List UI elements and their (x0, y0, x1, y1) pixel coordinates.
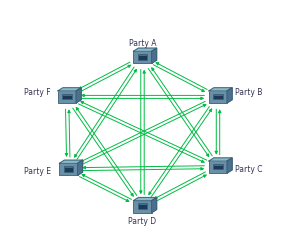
Text: Party B: Party B (235, 88, 262, 97)
Text: Party C: Party C (235, 165, 262, 174)
Bar (213, 164, 223, 169)
Polygon shape (152, 197, 157, 213)
Text: Party D: Party D (129, 217, 156, 226)
Polygon shape (227, 158, 232, 173)
Bar (58, 91, 76, 103)
Polygon shape (209, 88, 232, 91)
Polygon shape (59, 160, 83, 163)
Polygon shape (152, 48, 157, 63)
Text: Party A: Party A (129, 39, 156, 48)
Bar (138, 203, 147, 209)
Bar (138, 54, 147, 60)
Text: Party F: Party F (24, 88, 50, 97)
Polygon shape (209, 158, 232, 161)
Bar (133, 51, 152, 63)
Bar (209, 91, 227, 103)
Polygon shape (78, 160, 83, 175)
Bar (213, 94, 223, 99)
Polygon shape (133, 197, 157, 201)
Text: Party E: Party E (24, 167, 51, 176)
Bar (59, 163, 78, 175)
Polygon shape (133, 48, 157, 51)
Bar (64, 166, 73, 172)
Bar (62, 94, 72, 99)
Bar (209, 161, 227, 173)
Polygon shape (76, 88, 81, 103)
Polygon shape (58, 88, 81, 91)
Bar (133, 201, 152, 213)
Polygon shape (227, 88, 232, 103)
